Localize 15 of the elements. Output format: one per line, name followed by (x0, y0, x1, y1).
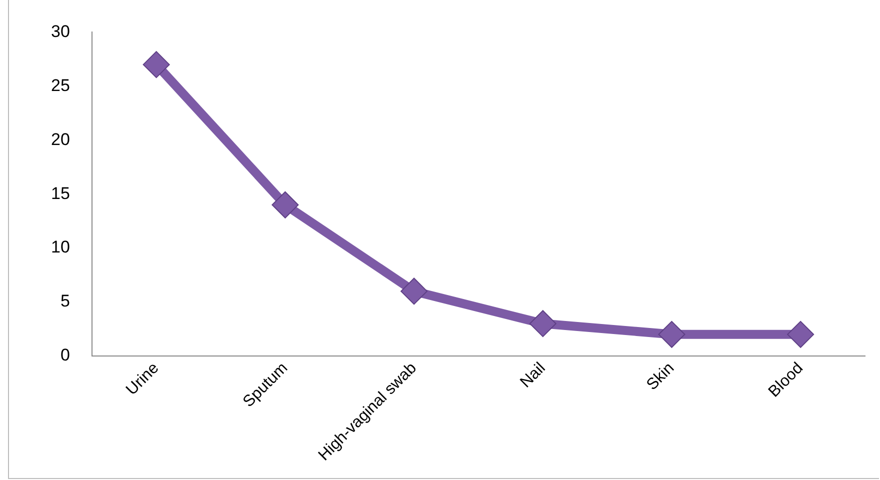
y-tick-label: 30 (50, 22, 70, 41)
y-tick-label: 20 (50, 130, 70, 149)
y-tick-label: 0 (60, 346, 70, 365)
point (400, 278, 428, 305)
y-tick-label: 25 (50, 76, 70, 95)
point (658, 320, 686, 348)
x-tick-label: Nail (517, 360, 549, 392)
y-tick-label: 10 (50, 238, 70, 257)
point (272, 191, 299, 218)
point (142, 51, 170, 78)
y-tick-label: 5 (60, 292, 70, 311)
point (787, 320, 814, 348)
x-tick-label: Skin (644, 360, 678, 394)
y-tick-label: 15 (50, 184, 70, 203)
point (529, 310, 556, 338)
